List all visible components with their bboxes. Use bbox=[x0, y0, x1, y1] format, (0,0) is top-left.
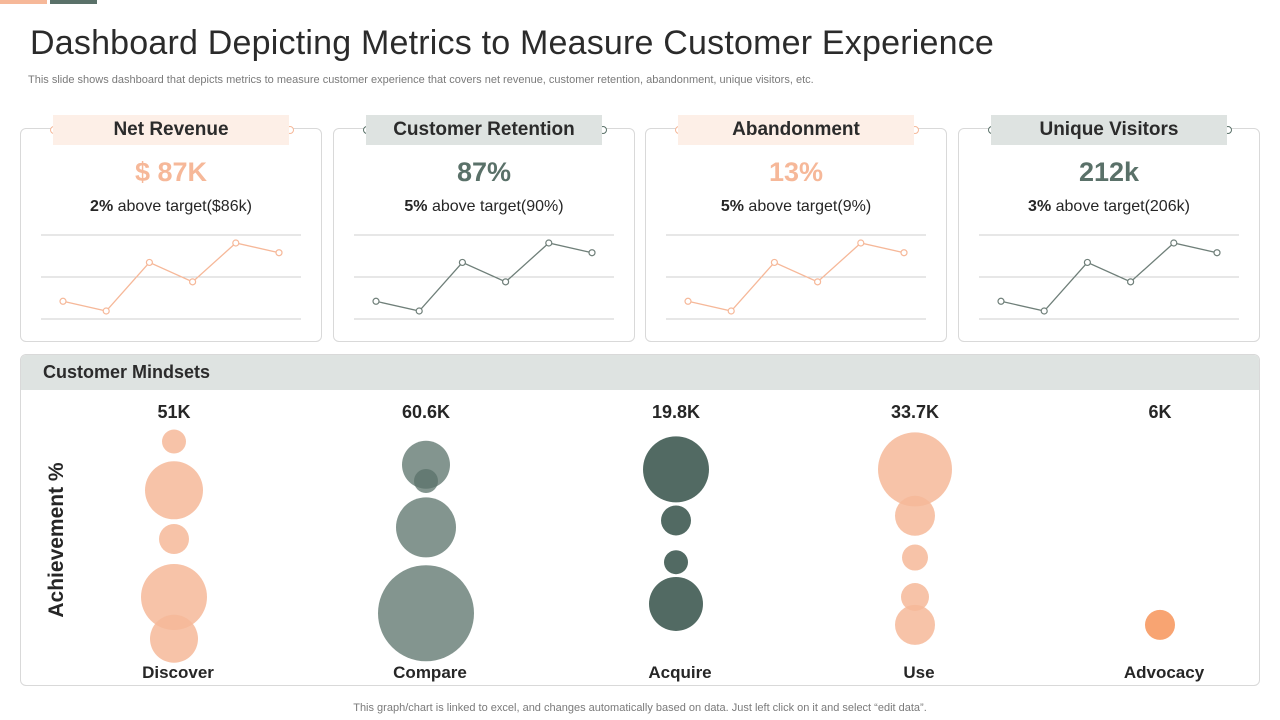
kpi-title: Customer Retention bbox=[366, 115, 602, 145]
sparkline-line bbox=[687, 242, 905, 312]
kpi-delta: 2% bbox=[90, 198, 114, 215]
page-title: Dashboard Depicting Metrics to Measure C… bbox=[30, 24, 995, 62]
decorative-bar-peach bbox=[0, 0, 47, 4]
category-total: 60.6K bbox=[402, 402, 450, 422]
sparkline-line bbox=[375, 242, 593, 312]
mindsets-title: Customer Mindsets bbox=[43, 362, 211, 382]
kpi-delta: 5% bbox=[720, 198, 744, 215]
category-total: 6K bbox=[1148, 402, 1171, 422]
kpi-value: 13% bbox=[768, 157, 824, 187]
sparkline-point[interactable] bbox=[189, 278, 197, 286]
bubble-use[interactable] bbox=[901, 583, 929, 611]
sparkline-point[interactable] bbox=[145, 258, 154, 267]
category-total: 19.8K bbox=[652, 402, 700, 422]
bubble-chart[interactable]: 51K Discover 60.6K Compare 19.8K Acquire 33.7K… bbox=[21, 355, 1260, 686]
sparkline-line bbox=[62, 242, 280, 312]
bubble-acquire[interactable] bbox=[664, 550, 688, 575]
y-axis-label: Achievement % bbox=[45, 462, 68, 618]
kpi-title: Net Revenue bbox=[53, 115, 289, 145]
sparkline-point[interactable] bbox=[1083, 258, 1092, 267]
kpi-title: Abandonment bbox=[678, 115, 914, 145]
category-label: Use bbox=[903, 663, 934, 682]
bubble-compare[interactable] bbox=[378, 565, 474, 662]
sparkline-point[interactable] bbox=[997, 297, 1005, 305]
kpi-target-text: above target($86k) bbox=[117, 198, 252, 215]
sparkline-point[interactable] bbox=[1040, 307, 1048, 315]
category-label: Compare bbox=[393, 663, 467, 682]
sparkline-point[interactable] bbox=[59, 297, 67, 305]
kpi-delta: 3% bbox=[1028, 198, 1052, 215]
kpi-card-customer-retention[interactable]: Customer Retention 87% 5% above target(9… bbox=[333, 115, 635, 342]
sparkline-point[interactable] bbox=[814, 278, 822, 286]
sparkline-point[interactable] bbox=[372, 297, 380, 305]
sparkline-point[interactable] bbox=[857, 239, 865, 247]
sparkline-point[interactable] bbox=[415, 307, 423, 315]
footer-note: This graph/chart is linked to excel, and… bbox=[353, 702, 927, 714]
category-total: 51K bbox=[157, 402, 190, 422]
kpi-target-text: above target(9%) bbox=[748, 198, 872, 215]
kpi-delta: 5% bbox=[404, 198, 428, 215]
bubble-compare[interactable] bbox=[402, 440, 450, 489]
sparkline-chart bbox=[354, 234, 614, 320]
kpi-target: 5% above target(90%) bbox=[334, 198, 634, 216]
bubble-acquire[interactable] bbox=[661, 505, 691, 536]
bubble-discover[interactable] bbox=[162, 429, 186, 454]
sparkline-chart bbox=[41, 234, 301, 320]
sparkline-point[interactable] bbox=[900, 249, 908, 257]
category-total: 33.7K bbox=[891, 402, 939, 422]
customer-mindsets-panel: Customer Mindsets 51K Discover 60.6K Compar… bbox=[20, 354, 1260, 686]
sparkline-point[interactable] bbox=[727, 307, 735, 315]
sparkline-line bbox=[1000, 242, 1218, 312]
bubble-use[interactable] bbox=[878, 432, 952, 507]
sparkline-chart bbox=[666, 234, 926, 320]
bubble-advocacy[interactable] bbox=[1145, 609, 1175, 640]
bubble-acquire[interactable] bbox=[643, 436, 709, 503]
page-subtitle: This slide shows dashboard that depicts … bbox=[28, 74, 814, 86]
sparkline-point[interactable] bbox=[275, 249, 283, 257]
sparkline-point[interactable] bbox=[1127, 278, 1135, 286]
bubble-acquire[interactable] bbox=[649, 576, 703, 631]
sparkline-point[interactable] bbox=[588, 249, 596, 257]
bubble-discover[interactable] bbox=[150, 614, 198, 663]
sparkline-point[interactable] bbox=[502, 278, 510, 286]
kpi-value: $ 87K bbox=[134, 157, 208, 187]
kpi-card-abandonment[interactable]: Abandonment 13% 5% above target(9%) bbox=[645, 115, 947, 342]
mindsets-header-bar: Customer Mindsets bbox=[21, 355, 1259, 390]
kpi-target-text: above target(90%) bbox=[431, 198, 564, 215]
category-label: Acquire bbox=[648, 663, 711, 682]
sparkline-point[interactable] bbox=[1213, 249, 1221, 257]
bubble-discover[interactable] bbox=[145, 461, 203, 520]
sparkline-point[interactable] bbox=[770, 258, 779, 267]
decorative-bar-slate bbox=[50, 0, 97, 4]
kpi-title: Unique Visitors bbox=[991, 115, 1227, 145]
kpi-target: 5% above target(9%) bbox=[646, 198, 946, 216]
bubble-use[interactable] bbox=[895, 495, 935, 536]
sparkline-point[interactable] bbox=[232, 239, 240, 247]
bubble-compare[interactable] bbox=[396, 497, 456, 558]
kpi-value: 212k bbox=[1078, 157, 1140, 187]
bubble-use[interactable] bbox=[895, 604, 935, 645]
sparkline-point[interactable] bbox=[102, 307, 110, 315]
kpi-card-net-revenue[interactable]: Net Revenue $ 87K 2% above target($86k) bbox=[20, 115, 322, 342]
kpi-value: 87% bbox=[456, 157, 512, 187]
bubble-compare[interactable] bbox=[414, 469, 438, 493]
kpi-target: 3% above target(206k) bbox=[959, 198, 1259, 216]
sparkline-point[interactable] bbox=[458, 258, 467, 267]
category-label: Discover bbox=[142, 663, 214, 682]
sparkline-point[interactable] bbox=[1170, 239, 1178, 247]
sparkline-chart bbox=[979, 234, 1239, 320]
kpi-target-text: above target(206k) bbox=[1055, 198, 1190, 215]
bubble-discover[interactable] bbox=[159, 524, 189, 554]
kpi-card-unique-visitors[interactable]: Unique Visitors 212k 3% above target(206… bbox=[958, 115, 1260, 342]
kpi-target: 2% above target($86k) bbox=[21, 198, 321, 216]
category-label: Advocacy bbox=[1124, 663, 1205, 682]
bubble-discover[interactable] bbox=[141, 564, 207, 630]
sparkline-point[interactable] bbox=[684, 297, 692, 305]
sparkline-point[interactable] bbox=[545, 239, 553, 247]
bubble-use[interactable] bbox=[902, 544, 928, 571]
